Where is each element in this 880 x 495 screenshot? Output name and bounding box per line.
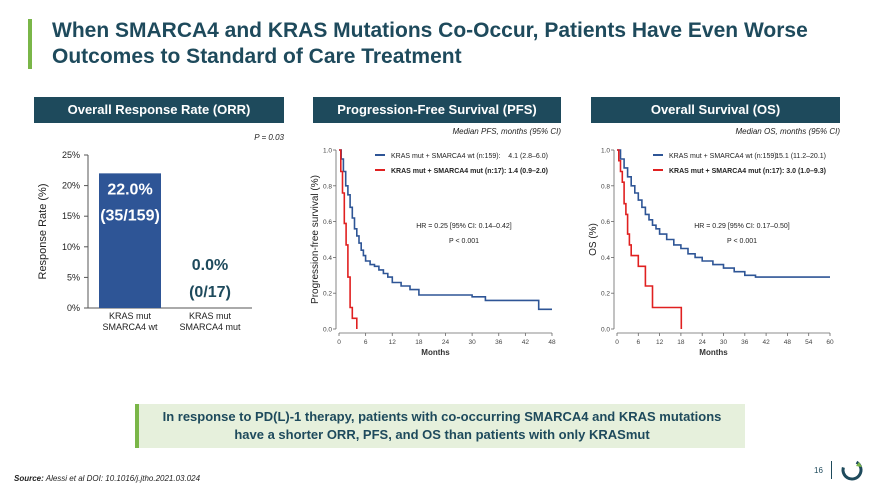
pfs-x-tick-label: 6 xyxy=(364,339,368,346)
pfs-legend-label: KRAS mut + SMARCA4 wt (n:159): xyxy=(391,153,501,160)
os-series-line-1 xyxy=(617,149,683,329)
pfs-x-tick-label: 30 xyxy=(469,339,477,346)
os-y-axis-label: OS (%) xyxy=(588,223,599,256)
os-legend-value: 3.0 (1.0–9.3) xyxy=(786,168,826,175)
os-x-tick-label: 48 xyxy=(784,339,792,346)
pfs-x-axis-label: Months xyxy=(421,348,450,357)
orr-data-label: 0.0% xyxy=(192,257,228,274)
orr-y-tick-label: 15% xyxy=(62,211,80,221)
source-label: Source: xyxy=(14,474,44,483)
os-y-tick-label: 0.4 xyxy=(601,255,610,262)
pfs-y-tick-label: 0.4 xyxy=(323,255,332,262)
os-y-tick-label: 1.0 xyxy=(601,148,610,155)
os-x-tick-label: 18 xyxy=(677,339,685,346)
orr-panel-header: Overall Response Rate (ORR) xyxy=(34,97,284,123)
os-x-tick-label: 0 xyxy=(615,339,619,346)
orr-y-axis-label: Response Rate (%) xyxy=(37,184,49,280)
pfs-x-tick-label: 48 xyxy=(548,339,556,346)
os-legend-label: KRAS mut + SMARCA4 mut (n:17): xyxy=(669,168,784,175)
os-x-tick-label: 12 xyxy=(656,339,664,346)
pfs-y-tick-label: 0.8 xyxy=(323,183,332,190)
pfs-legend-label: KRAS mut + SMARCA4 mut (n:17): xyxy=(391,168,506,175)
pfs-x-tick-label: 0 xyxy=(337,339,341,346)
os-stat-annotation: HR = 0.29 [95% CI: 0.17–0.50] xyxy=(694,223,790,230)
orr-data-label-count: (35/159) xyxy=(100,207,160,224)
os-y-tick-label: 0.2 xyxy=(601,291,610,298)
title-accent-bar xyxy=(28,19,32,69)
source-text: Alessi et al DOI: 10.1016/j.jtho.2021.03… xyxy=(45,474,201,483)
os-median-note: Median OS, months (95% CI) xyxy=(735,127,840,136)
page-number: 16 xyxy=(814,466,823,475)
pfs-x-tick-label: 12 xyxy=(389,339,397,346)
pfs-series-line-0 xyxy=(339,149,552,311)
os-x-tick-label: 42 xyxy=(762,339,770,346)
orr-bar-chart: 0% 5% 10% 15% 20% 25% Response Rate (%) 22.0% (3… xyxy=(37,150,252,332)
orr-y-tick-label: 0% xyxy=(67,303,80,313)
pfs-panel-header: Progression-Free Survival (PFS) xyxy=(313,97,561,123)
orr-category-label: KRAS mut xyxy=(189,311,232,321)
orr-y-tick-label: 25% xyxy=(62,150,80,160)
pfs-y-axis-label: Progression-free survival (%) xyxy=(310,175,321,304)
orr-data-label: 22.0% xyxy=(107,181,152,198)
pfs-y-tick-label: 0.2 xyxy=(323,291,332,298)
orr-data-label-count: (0/17) xyxy=(189,284,231,301)
os-stat-annotation: P < 0.001 xyxy=(727,238,757,245)
pfs-x-tick-label: 18 xyxy=(415,339,423,346)
pfs-legend-value: 4.1 (2.8–6.0) xyxy=(508,153,548,160)
circular-arrow-logo-icon xyxy=(841,459,863,481)
key-takeaway-callout: In response to PD(L)-1 therapy, patients… xyxy=(135,404,745,448)
pfs-km-chart: 0.0 0.2 0.4 0.6 0.8 1.0 0 6 12 18 24 30 36 42 48 Months… xyxy=(310,148,556,358)
source-citation: Source: Alessi et al DOI: 10.1016/j.jtho… xyxy=(14,474,200,483)
pfs-legend-value: 1.4 (0.9–2.0) xyxy=(508,168,548,175)
orr-y-tick-label: 5% xyxy=(67,272,80,282)
orr-y-tick-label: 10% xyxy=(62,242,80,252)
pfs-x-tick-label: 42 xyxy=(522,339,530,346)
orr-category-label: SMARCA4 wt xyxy=(102,322,158,332)
os-legend-value: 15.1 (11.2–20.1) xyxy=(775,153,826,160)
os-y-tick-label: 0.6 xyxy=(601,219,610,226)
os-x-tick-label: 36 xyxy=(741,339,749,346)
os-km-chart: 0.0 0.2 0.4 0.6 0.8 1.0 0 6 12 18 24 30 36 42 48 54 60 Mo… xyxy=(588,148,834,358)
pfs-y-tick-label: 1.0 xyxy=(323,148,332,155)
pfs-x-tick-label: 36 xyxy=(495,339,503,346)
os-y-tick-label: 0.8 xyxy=(601,183,610,190)
slide-title: When SMARCA4 and KRAS Mutations Co-Occur… xyxy=(52,19,808,68)
os-x-tick-label: 54 xyxy=(805,339,813,346)
orr-category-label: SMARCA4 mut xyxy=(179,322,241,332)
page-number-divider xyxy=(831,461,832,479)
os-legend-label: KRAS mut + SMARCA4 wt (n:159): xyxy=(669,153,779,160)
orr-bar xyxy=(99,173,161,308)
pfs-median-note: Median PFS, months (95% CI) xyxy=(452,127,561,136)
orr-category-label: KRAS mut xyxy=(109,311,152,321)
os-y-tick-label: 0.0 xyxy=(601,327,610,334)
os-x-tick-label: 30 xyxy=(720,339,728,346)
os-panel-header: Overall Survival (OS) xyxy=(591,97,840,123)
os-x-tick-label: 60 xyxy=(826,339,834,346)
os-x-axis-label: Months xyxy=(699,348,728,357)
pfs-x-tick-label: 24 xyxy=(442,339,450,346)
pfs-stat-annotation: HR = 0.25 [95% CI: 0.14–0.42] xyxy=(416,223,512,230)
pfs-series-line-1 xyxy=(339,149,358,329)
orr-y-tick-label: 20% xyxy=(62,181,80,191)
pfs-y-tick-label: 0.0 xyxy=(323,327,332,334)
os-series-line-0 xyxy=(617,149,830,278)
pfs-y-tick-label: 0.6 xyxy=(323,219,332,226)
pfs-stat-annotation: P < 0.001 xyxy=(449,238,479,245)
os-x-tick-label: 24 xyxy=(699,339,707,346)
os-x-tick-label: 6 xyxy=(636,339,640,346)
orr-p-value: P = 0.03 xyxy=(254,133,284,142)
